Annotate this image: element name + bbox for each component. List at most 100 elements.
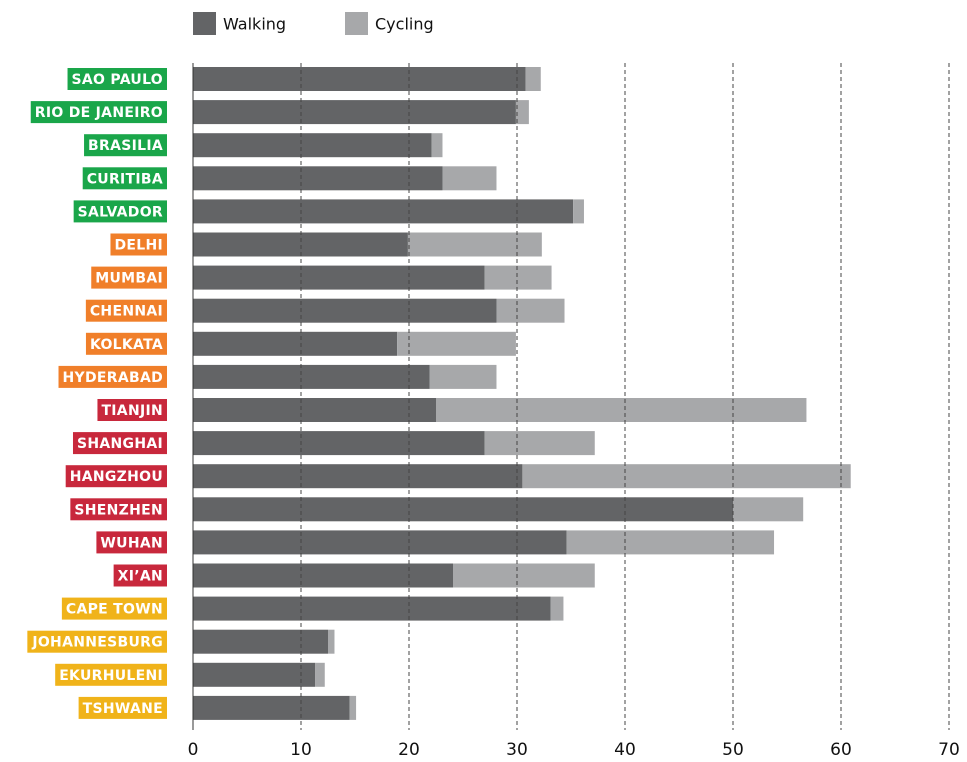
bar-segment (484, 265, 552, 290)
x-tick-label: 40 (614, 740, 636, 760)
category-label-text: KOLKATA (90, 337, 163, 353)
category-label: TIANJIN (97, 399, 167, 421)
bar-segment (193, 596, 551, 621)
category-label-bg (61, 597, 167, 620)
category-label-bg (72, 432, 167, 455)
category-label: TSHWANE (78, 696, 167, 719)
category-label-bg (85, 299, 167, 322)
bar-segment (328, 629, 335, 654)
category-label-text: SHENZHEN (74, 502, 163, 518)
category-label: WUHAN (96, 531, 167, 554)
category-label: CURITIBA (82, 167, 167, 190)
category-label-bg (65, 465, 167, 488)
category-label-bg (113, 564, 167, 587)
category-label-text: HANGZHOU (70, 469, 163, 485)
category-label: XI’AN (113, 564, 167, 587)
category-label: KOLKATA (85, 332, 167, 355)
x-tick-label: 50 (722, 740, 744, 760)
bar-segment (193, 662, 316, 687)
category-label-text: TIANJIN (101, 403, 163, 419)
legend-label: Walking (223, 15, 286, 34)
legend-label: Cycling (375, 15, 434, 34)
category-label: HANGZHOU (65, 465, 167, 488)
bar-segment (193, 629, 328, 654)
category-label: SAO PAULO (67, 68, 167, 90)
category-label-text: TSHWANE (83, 701, 163, 717)
bar-segment (496, 298, 565, 323)
bar-segment (522, 464, 851, 489)
bar-segment (193, 364, 430, 389)
bar-segment (573, 199, 584, 224)
category-label-text: RIO DE JANEIRO (35, 105, 163, 121)
category-label: BRASILIA (84, 134, 167, 157)
bar-segment (193, 497, 733, 522)
category-label-text: CAPE TOWN (66, 602, 163, 618)
x-tick-label: 10 (290, 740, 312, 760)
bar-segment (193, 695, 350, 720)
bar-segment (193, 265, 485, 290)
category-label-bg (96, 531, 167, 554)
bar-segment (525, 67, 541, 91)
category-label-text: SALVADOR (78, 204, 163, 220)
bar-segment (193, 199, 574, 224)
category-label-bg (84, 134, 167, 157)
bar-segment (429, 364, 497, 389)
legend-swatch (193, 12, 216, 35)
category-label-text: WUHAN (100, 535, 163, 551)
bar-segment (193, 100, 516, 125)
x-tick-label: 20 (398, 740, 420, 760)
category-label: SALVADOR (73, 200, 167, 223)
category-label-bg (85, 332, 167, 355)
grid (192, 63, 950, 730)
bar-segment (407, 232, 542, 257)
category-label-bg (70, 498, 167, 521)
category-label-text: HYDERABAD (63, 370, 163, 386)
bar-segment (397, 331, 516, 356)
category-label-bg (91, 266, 167, 289)
bar-segment (484, 431, 595, 456)
category-label-text: CURITIBA (87, 171, 163, 187)
bar-segment (193, 398, 436, 422)
bar-segment (436, 398, 807, 422)
bar-segment (193, 431, 485, 456)
category-label-bg (78, 696, 167, 719)
bar-segment (442, 166, 497, 191)
category-label: SHENZHEN (70, 498, 167, 521)
category-label-text: MUMBAI (95, 271, 163, 287)
category-label: CHENNAI (85, 299, 167, 322)
category-label-text: SAO PAULO (72, 72, 163, 88)
bar-segment (193, 166, 443, 191)
category-label: SHANGHAI (72, 432, 167, 455)
bar-segment (550, 596, 564, 621)
category-label-text: DELHI (114, 238, 163, 254)
category-label: DELHI (110, 233, 167, 256)
x-tick-label: 0 (188, 740, 199, 760)
category-label-bg (58, 365, 167, 388)
bar-segment (193, 298, 497, 323)
category-label-bg (97, 399, 167, 421)
category-label-text: EKURHULENI (59, 668, 163, 684)
bar-segment (349, 695, 357, 720)
category-label-bg (30, 101, 167, 124)
x-tick-label: 30 (506, 740, 528, 760)
bar-segment (193, 133, 432, 158)
category-label: CAPE TOWN (61, 597, 167, 620)
bar-segment (733, 497, 804, 522)
category-label-bg (55, 663, 167, 686)
category-label: EKURHULENI (55, 663, 167, 686)
legend-swatch (345, 12, 368, 35)
bar-segment (431, 133, 443, 158)
bar-segment (566, 530, 775, 555)
category-label-text: JOHANNESBURG (31, 635, 163, 651)
bar-segment (193, 331, 398, 356)
category-label-text: SHANGHAI (77, 436, 163, 452)
bar-segment (193, 232, 408, 257)
category-label: MUMBAI (91, 266, 167, 289)
bar-segment (193, 530, 567, 555)
category-label-text: XI’AN (118, 569, 163, 585)
category-label-text: BRASILIA (88, 138, 163, 154)
x-tick-label: 70 (938, 740, 960, 760)
category-label: HYDERABAD (58, 365, 167, 388)
category-label-bg (82, 167, 167, 190)
category-label-bg (110, 233, 167, 256)
